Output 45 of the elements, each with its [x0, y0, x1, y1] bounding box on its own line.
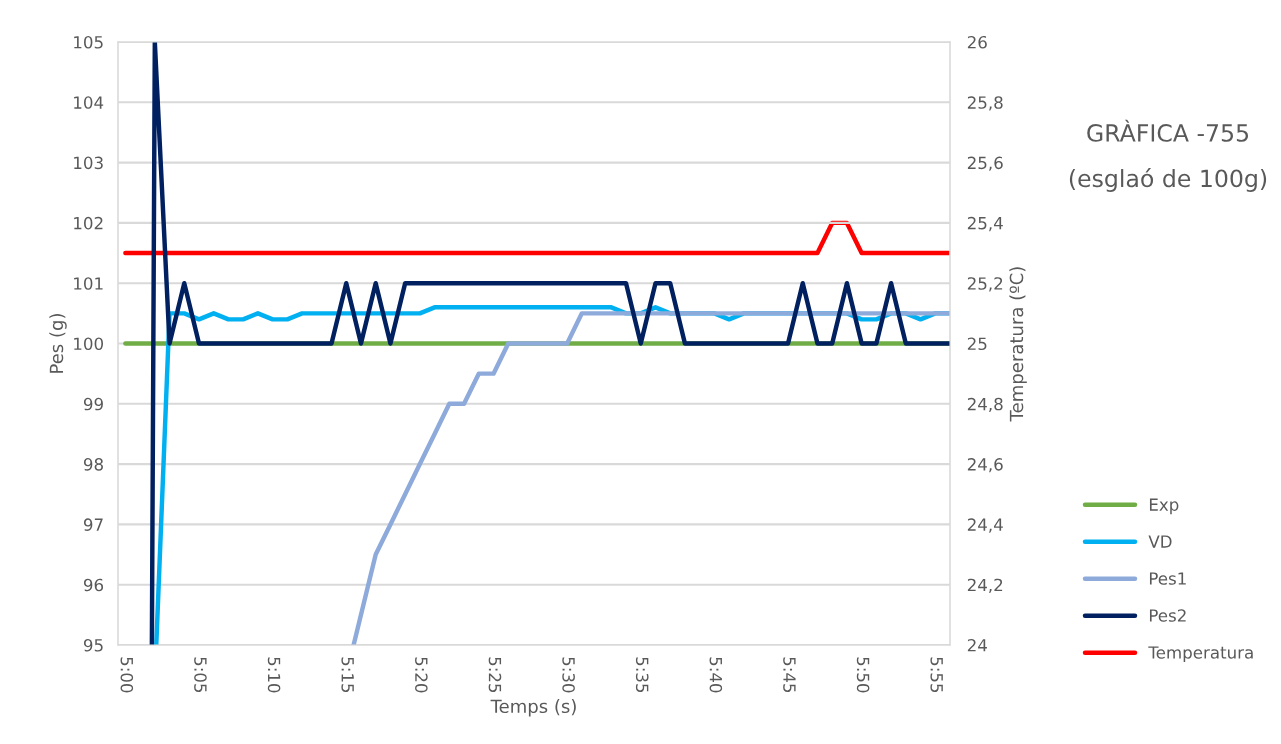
y2-tick-label: 24,8	[967, 397, 1003, 413]
y2-tick-label: 24,6	[967, 458, 1003, 473]
legend-label: Pes2	[1149, 609, 1186, 622]
legend-label: Pes1	[1149, 572, 1186, 585]
x-tick-label: 5:00	[120, 657, 134, 693]
y2-tick-label: 25	[967, 337, 987, 351]
y2-tick-label: 25,2	[967, 277, 1003, 292]
y-tick-label: 100	[74, 337, 103, 351]
x-tick-label: 5:30	[562, 657, 575, 693]
text: GRÀFICA -755	[1087, 119, 1249, 142]
y2-tick-label: 24,4	[967, 518, 1003, 533]
x-axis-title: Temps (s)	[490, 699, 576, 717]
legend-label: Temperatura	[1148, 646, 1253, 662]
x-tick-label: 5:05	[194, 657, 207, 693]
y-tick-label: 96	[83, 578, 104, 592]
x-tick-label: 5:45	[783, 657, 796, 693]
legend-label: VD	[1148, 535, 1172, 548]
y2-tick-label: 26	[967, 35, 987, 49]
y2-tick-label: 25,8	[967, 96, 1003, 111]
x-tick-label: 5:40	[709, 657, 723, 693]
y-tick-label: 98	[83, 458, 103, 471]
y2-tick-label: 24,2	[967, 578, 1003, 593]
y-axis-title: Pes (g)	[49, 314, 67, 373]
x-tick-label: 5:10	[267, 657, 281, 693]
y2-tick-label: 24	[967, 638, 987, 652]
y2-tick-label: 25,6	[967, 156, 1003, 171]
y-tick-label: 105	[74, 35, 103, 49]
x-tick-label: 5:35	[635, 657, 649, 693]
line-series	[351, 311, 950, 645]
x-tick-label: 5:50	[856, 657, 870, 693]
text: (esglaó de 100g)	[1069, 168, 1267, 192]
y-tick-label: 97	[83, 518, 103, 531]
x-tick-label: 5:15	[341, 657, 354, 693]
x-tick-label: 5:25	[488, 657, 502, 693]
y2-axis-title: Temperatura (ºC)	[1009, 267, 1027, 422]
y2-tick-label: 25,4	[967, 216, 1003, 232]
y-tick-label: 99	[83, 397, 103, 411]
y-tick-label: 103	[74, 156, 103, 170]
y-tick-label: 101	[74, 277, 103, 290]
y-tick-label: 104	[74, 96, 104, 109]
x-tick-label: 5:55	[930, 657, 943, 693]
legend-label: Exp	[1149, 498, 1179, 515]
x-tick-label: 5:20	[415, 657, 428, 693]
y-tick-label: 102	[74, 216, 103, 230]
y-tick-label: 95	[83, 638, 103, 652]
